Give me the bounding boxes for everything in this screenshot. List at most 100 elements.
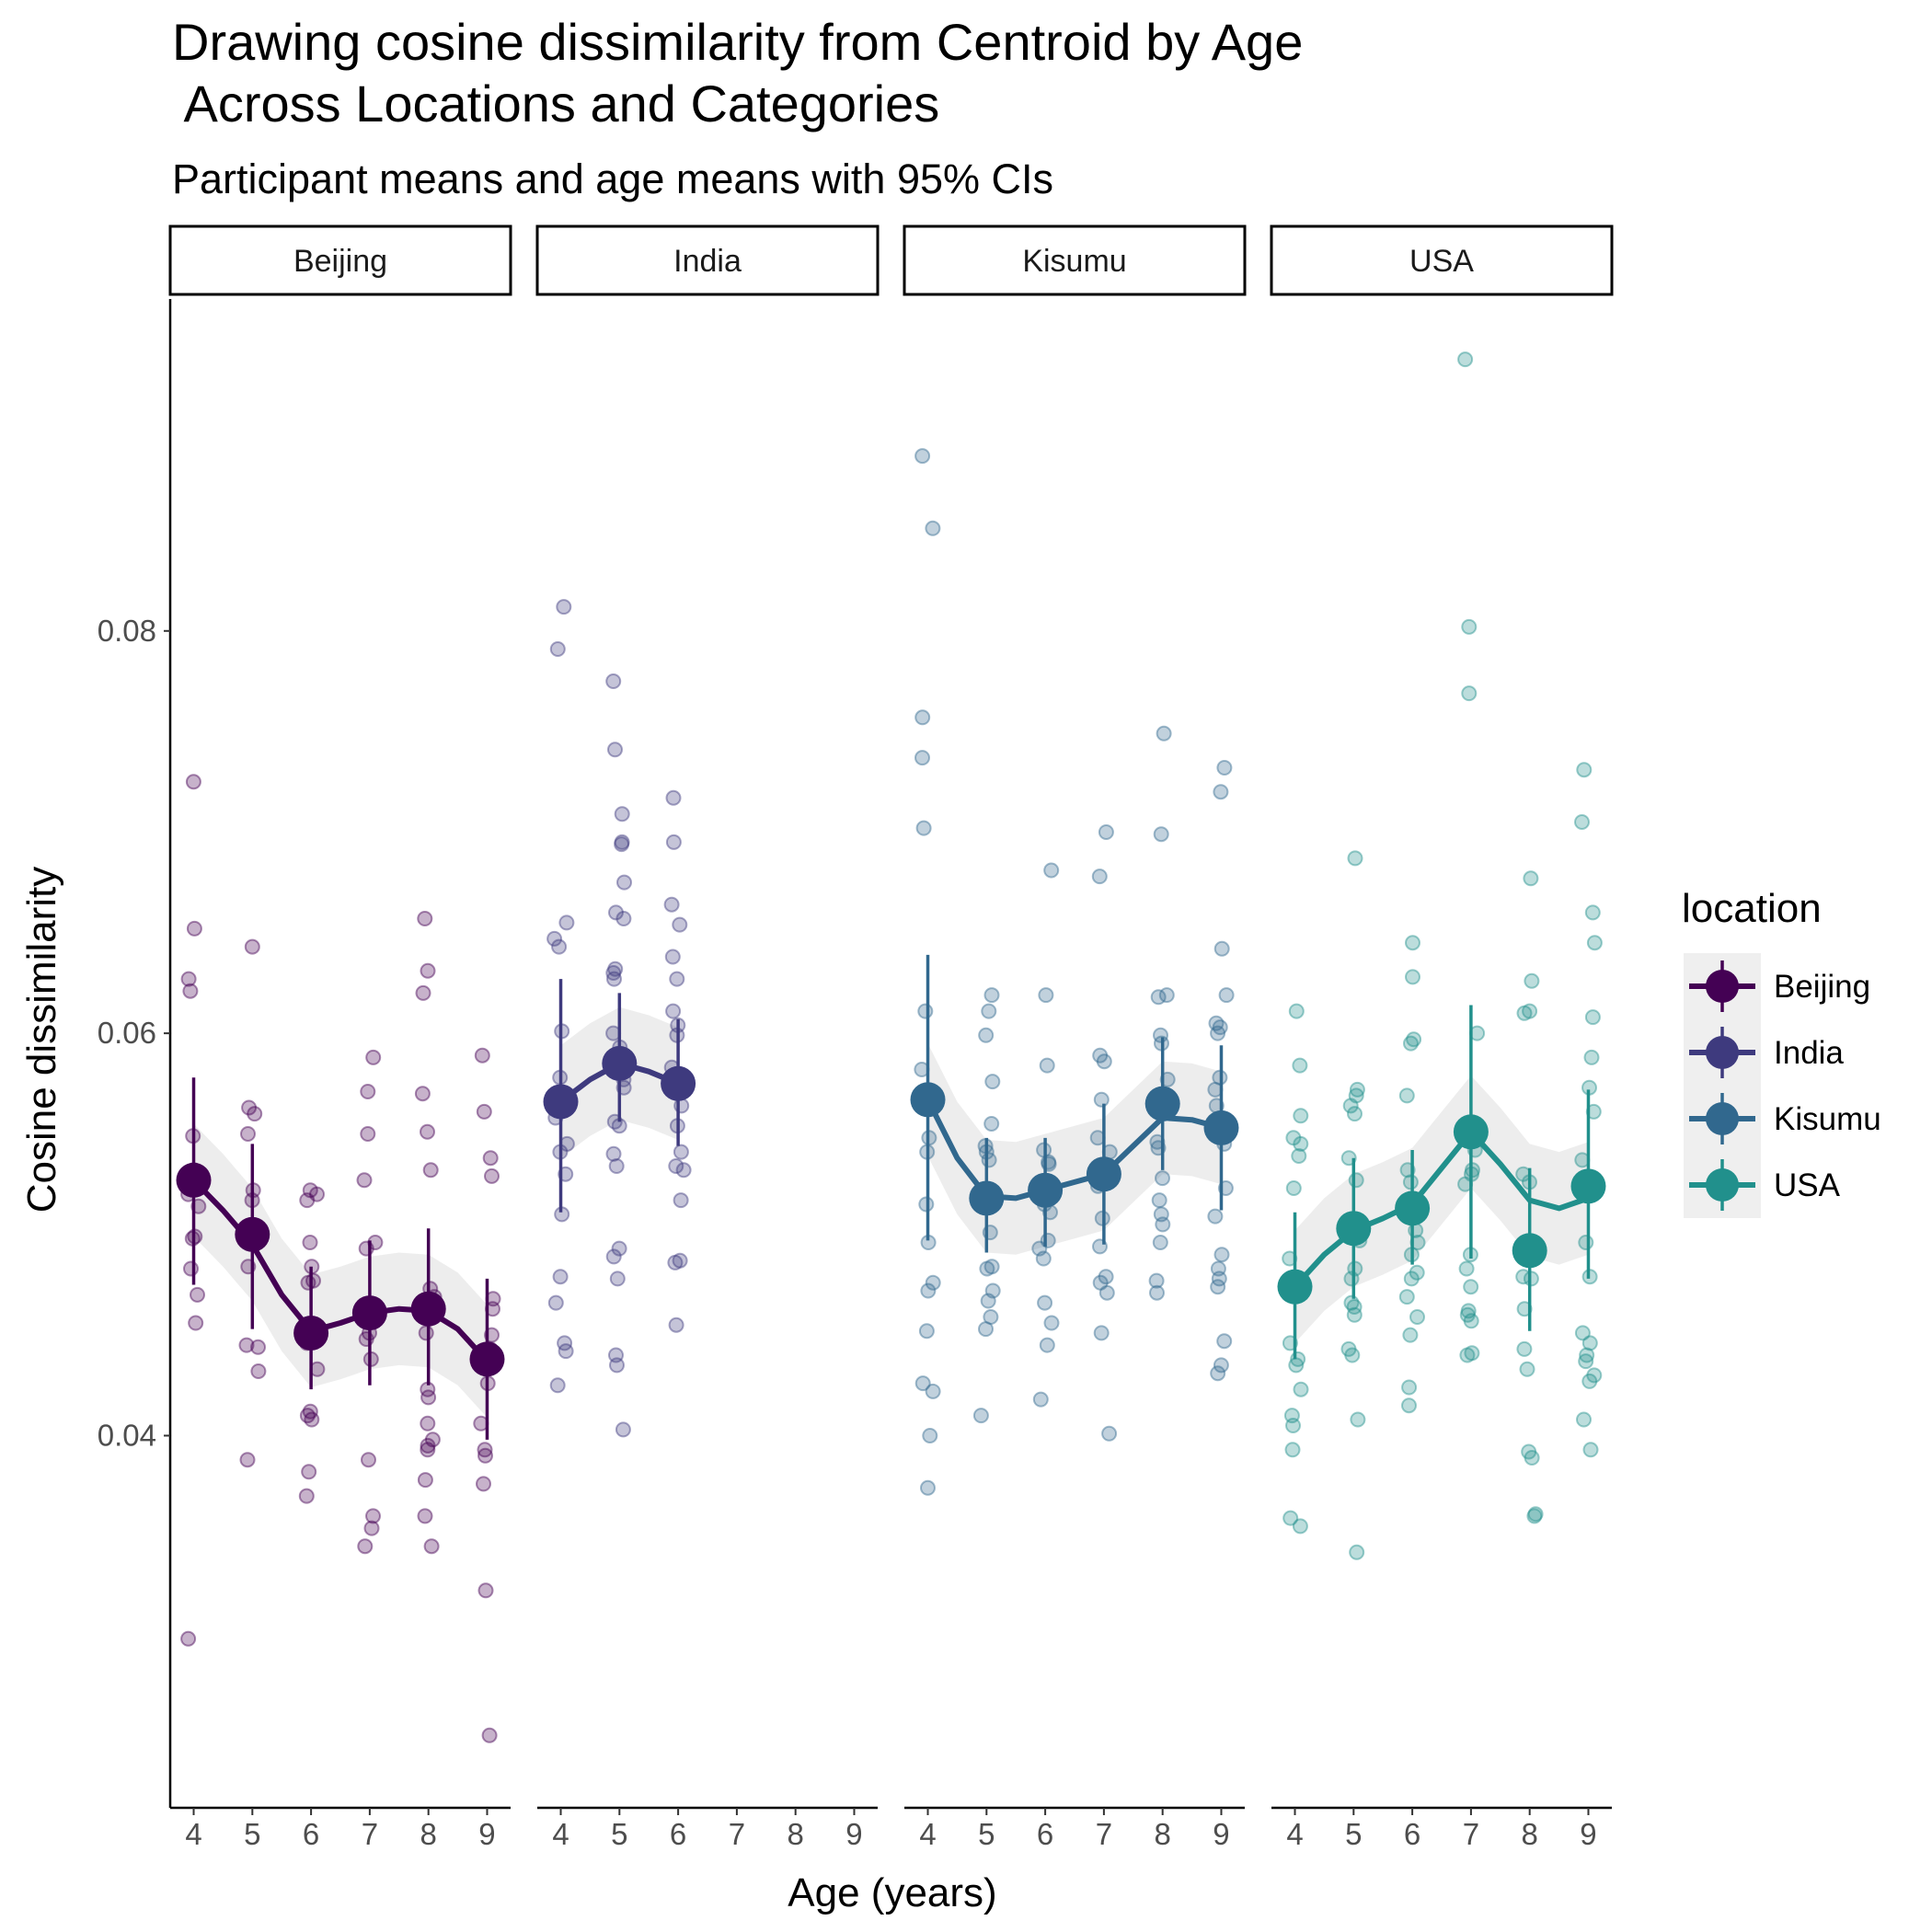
participant-point [981,1152,997,1168]
participant-point [476,1103,492,1120]
participant-point [477,1447,493,1464]
participant-point [474,1047,490,1064]
participant-point [1149,1284,1165,1301]
age-mean-point [1028,1172,1064,1208]
participant-point [1457,351,1474,368]
participant-point [558,914,575,931]
participant-point [239,1452,256,1468]
participant-point [1459,1347,1476,1363]
legend: location Beijing India Kisumu USA [1682,886,1881,1218]
participant-point [972,1408,989,1424]
participant-point [365,1049,382,1065]
participant-point [1153,1206,1169,1223]
facet-strip-usa [1270,224,1614,296]
participant-point [1405,969,1420,985]
participant-point [665,1003,682,1019]
participant-point [360,1084,376,1099]
age-mean-point [469,1341,505,1377]
participant-point [1524,1450,1540,1466]
participant-point [1459,1306,1476,1323]
participant-point [1342,1098,1359,1114]
participant-point [605,1248,622,1265]
participant-point [608,904,624,921]
legend-label-kisumu: Kisumu [1774,1101,1881,1137]
participant-point [981,1003,997,1019]
participant-point [1350,1411,1366,1428]
participant-point [1584,1009,1601,1026]
y-tick-label: 0.04 [98,1418,156,1452]
participant-point [552,1269,569,1285]
participant-point [551,938,568,955]
smooth-line [925,1098,1223,1202]
participant-point [1283,1408,1300,1424]
participant-point [673,1192,689,1209]
participant-point [1096,1053,1112,1070]
participant-point [477,1442,493,1458]
age-mean-point [1144,1086,1180,1121]
participant-point [547,1294,564,1311]
participant-point [611,1240,627,1257]
legend-label-india: India [1774,1035,1844,1071]
participant-point [1516,1005,1533,1021]
age-mean-point [1277,1269,1313,1305]
facet-strip-india [535,224,880,296]
participant-point [664,949,681,965]
age-mean-point [543,1084,579,1120]
confidence-band [193,1123,488,1418]
participant-point [983,1309,999,1325]
participant-point [422,1162,439,1179]
x-tick-label: 6 [303,1817,319,1851]
x-tick-label: 7 [1096,1817,1112,1851]
chart-title-line1: Drawing cosine dissimilarity from Centro… [172,13,1303,71]
participant-point [920,1282,937,1299]
age-mean-point [1086,1156,1121,1192]
participant-point [920,1479,936,1496]
participant-point [304,1411,320,1428]
participant-point [978,1027,995,1043]
participant-point [614,806,630,822]
participant-point [605,965,622,981]
age-mean-point [1395,1190,1431,1226]
participant-point [922,1428,938,1443]
participant-point [917,1003,934,1019]
participant-point [420,962,436,979]
participant-point [1581,1335,1598,1351]
participant-point [607,960,624,977]
participant-point [1584,904,1601,921]
participant-point [914,448,931,465]
participant-point [978,1321,994,1338]
x-tick-label: 4 [919,1817,936,1851]
participant-point [1211,1271,1227,1287]
participant-point [1156,725,1172,742]
participant-point [418,1325,434,1341]
participant-point [250,1339,266,1355]
participant-point [918,1323,935,1340]
participant-point [667,1254,684,1271]
y-tick-label: 0.06 [98,1016,156,1050]
age-mean-point [1453,1114,1489,1150]
facet-strip-kisumu [903,224,1247,296]
legend-key-point [1706,970,1739,1003]
participant-point [183,1260,199,1277]
participant-point [1516,1340,1533,1357]
participant-point [1523,870,1539,887]
plot-area: 0.04 0.06 0.08 Beijing 4 5 6 7 8 9 India 4 5 6 7 8 9 Kisu… [98,224,1614,1851]
legend-key-point [1706,1168,1739,1202]
participant-point [482,1150,499,1167]
participant-point [1150,989,1167,1006]
confidence-band [1294,1075,1589,1343]
participant-point [356,1172,373,1189]
participant-point [424,1432,441,1448]
participant-point [1210,1260,1226,1277]
participant-point [1213,940,1230,957]
participant-point [1406,1031,1422,1048]
participant-point [1101,1425,1118,1442]
participant-point [672,1252,688,1269]
x-tick-label: 8 [1155,1817,1171,1851]
participant-point [360,1126,376,1142]
participant-point [417,1472,433,1489]
participant-point [607,742,623,758]
participant-point [300,1274,316,1291]
participant-point [1031,1240,1048,1257]
participant-point [1463,1279,1479,1295]
